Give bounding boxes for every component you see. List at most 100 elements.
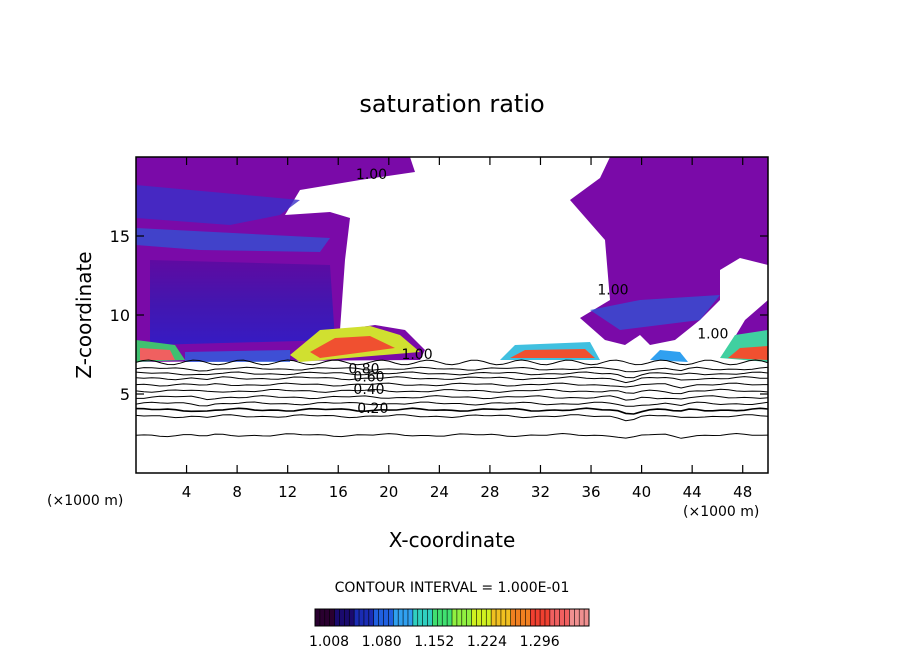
contour-line <box>136 388 768 395</box>
colorbar-cell <box>496 609 502 626</box>
field-hotspot-right-3 <box>650 350 688 362</box>
field-hotspot-left-1-core <box>310 336 395 358</box>
colorbar-cell <box>540 609 546 626</box>
colorbar-cell <box>471 609 477 626</box>
colorbar-cell <box>412 609 419 626</box>
colorbar-cell <box>569 609 575 626</box>
colorbar-cell <box>427 609 433 626</box>
colorbar-cell <box>574 609 580 626</box>
colorbar-cell <box>466 609 472 626</box>
contour-lines <box>136 359 768 439</box>
field-band-upper-left <box>136 185 300 225</box>
colorbar-cell <box>329 609 335 626</box>
field-region-right <box>570 157 768 345</box>
colorbar-cell <box>476 609 482 626</box>
contour-label: 1.00 <box>356 167 387 183</box>
contour-label: 1.00 <box>697 327 728 343</box>
contour-label-group: 1.00 1.00 1.00 1.00 0.800.600.40 0.20 <box>348 167 728 417</box>
contour-label: 0.80 <box>348 361 379 377</box>
colorbar-tick-label: 1.152 <box>414 634 454 650</box>
y-tick-label: 15 <box>110 227 130 246</box>
colorbar-tick-labels: 1.008 1.080 1.152 1.224 1.296 <box>309 634 560 650</box>
x-tick-label: 16 <box>329 483 348 501</box>
x-tick-label: 28 <box>480 483 499 501</box>
colorbar-cell <box>437 609 443 626</box>
colorbar-cell <box>461 609 468 626</box>
colorbar-cell <box>530 609 536 626</box>
contour-interval-text: CONTOUR INTERVAL = 1.000E-01 <box>335 580 570 596</box>
contour-line <box>136 432 768 439</box>
contour-line <box>136 371 768 379</box>
colorbar-cell <box>544 609 551 626</box>
x-tick-label: 4 <box>182 483 192 501</box>
colorbar-cell <box>417 609 424 626</box>
colorbar-cell <box>559 609 565 626</box>
colorbar-cell <box>378 609 384 626</box>
field-hotspot-right-1-core <box>510 349 595 358</box>
colorbar-cell <box>349 609 355 626</box>
contour-line <box>136 382 768 389</box>
colorbar-cell <box>486 609 492 626</box>
saturation-field <box>136 157 768 473</box>
colorbar-cell <box>447 609 453 626</box>
colorbar-cell <box>383 609 389 626</box>
colorbar-cell <box>500 609 507 626</box>
colorbar-cell <box>535 609 541 626</box>
colorbar-cell <box>505 609 512 626</box>
colorbar-cell <box>363 609 370 626</box>
x-unit-right: (×1000 m) <box>683 504 759 520</box>
colorbar-cell <box>564 609 570 626</box>
colorbar-cell <box>344 609 350 626</box>
colorbar-cell <box>452 609 458 626</box>
contour-line <box>136 401 768 407</box>
field-edge-left <box>185 350 290 362</box>
field-band-right <box>590 295 720 330</box>
colorbar-cell <box>388 609 394 626</box>
contour-label: 0.60 <box>353 369 384 385</box>
colorbar-cell <box>481 609 487 626</box>
colorbar-tick-label: 1.008 <box>309 634 349 650</box>
contour-line <box>136 395 768 401</box>
y-tick-label: 5 <box>120 385 130 404</box>
x-axis-label: X-coordinate <box>389 528 516 552</box>
colorbar-cell <box>324 609 331 626</box>
colorbar-frame <box>314 608 590 627</box>
x-tick-label: 8 <box>232 483 242 501</box>
x-tick-label: 40 <box>632 483 651 501</box>
contour-label: 1.00 <box>401 347 432 363</box>
colorbar-tick-label: 1.080 <box>362 634 402 650</box>
colorbar-cell <box>373 609 379 626</box>
y-tick-label: 10 <box>110 306 130 325</box>
contour-label: 0.20 <box>357 401 388 417</box>
contour-line <box>136 407 768 415</box>
colorbar-cell <box>515 609 521 626</box>
field-hotspot-right-2-core <box>728 346 768 360</box>
contour-line <box>136 376 768 384</box>
colorbar-cell <box>319 609 326 626</box>
colorbar-cell <box>359 609 365 626</box>
field-interior-left <box>150 260 335 345</box>
y-axis-ticks: 5 10 15 <box>110 227 768 404</box>
x-axis-ticks: 4 8 12 16 20 24 28 32 36 40 44 48 <box>182 157 752 501</box>
colorbar-cell <box>334 609 340 626</box>
colorbar-cell <box>398 609 404 626</box>
contour-line <box>136 414 768 422</box>
colorbar-cell <box>549 609 556 626</box>
colorbar-cell <box>491 609 497 626</box>
colorbar-cell <box>339 609 345 626</box>
colorbar-cell <box>315 609 321 626</box>
contour-label: 0.40 <box>353 382 384 398</box>
colorbar-cell <box>393 609 399 626</box>
x-unit-left: (×1000 m) <box>47 493 123 509</box>
colorbar-tick-label: 1.296 <box>520 634 560 650</box>
x-tick-label: 44 <box>683 483 702 501</box>
colorbar-cell <box>510 609 516 626</box>
x-tick-label: 20 <box>379 483 398 501</box>
colorbar-cell <box>456 609 463 626</box>
colorbar-cell <box>525 609 531 626</box>
colorbar-cell <box>422 609 428 626</box>
contour-line-saturation <box>136 359 768 366</box>
x-tick-label: 36 <box>581 483 600 501</box>
colorbar-cell <box>368 609 375 626</box>
